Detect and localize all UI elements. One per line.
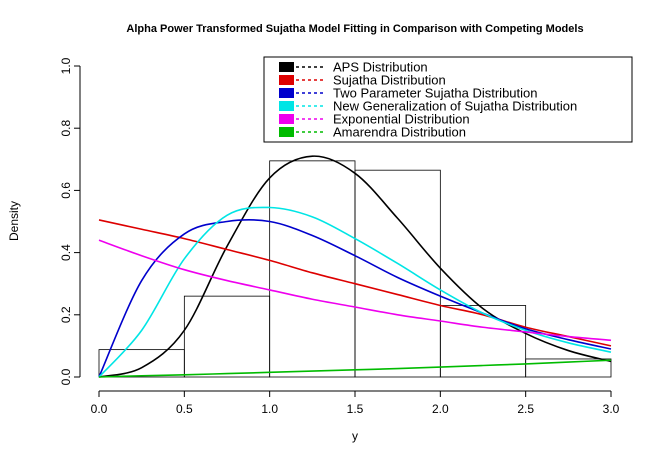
x-tick-label: 3.0 bbox=[603, 402, 620, 416]
chart-title: Alpha Power Transformed Sujatha Model Fi… bbox=[126, 23, 583, 35]
histogram-bar bbox=[439, 305, 527, 378]
legend-item: Amarendra Distribution bbox=[279, 125, 466, 140]
legend-label: Sujatha Distribution bbox=[333, 73, 446, 88]
legend-item: Sujatha Distribution bbox=[279, 73, 446, 88]
y-tick-label: 0.0 bbox=[59, 368, 73, 385]
x-tick-label: 1.0 bbox=[261, 402, 278, 416]
legend-label: Two Parameter Sujatha Distribution bbox=[333, 86, 537, 101]
legend-item: Two Parameter Sujatha Distribution bbox=[279, 86, 537, 101]
legend-item: New Generalization of Sujatha Distributi… bbox=[279, 99, 577, 114]
legend-label: Amarendra Distribution bbox=[333, 125, 466, 140]
series-line bbox=[98, 155, 612, 378]
y-tick-label: 0.2 bbox=[59, 306, 73, 323]
legend-swatch bbox=[279, 88, 294, 98]
density-curves bbox=[98, 155, 612, 378]
axes: 0.0 0.5 1.0 1.5 2.0 2.5 3.0 0.0 0.2 0.4 0.6 0.8 1.0 bbox=[59, 57, 620, 416]
x-tick-label: 2.5 bbox=[517, 402, 534, 416]
histogram-bar bbox=[525, 358, 612, 378]
y-tick-label: 0.6 bbox=[59, 182, 73, 199]
legend-swatch bbox=[279, 101, 294, 111]
series-line bbox=[98, 219, 612, 378]
y-tick-label: 0.8 bbox=[59, 120, 73, 137]
legend-swatch bbox=[279, 62, 294, 72]
legend-item: Exponential Distribution bbox=[279, 112, 470, 127]
legend-swatch bbox=[279, 114, 294, 124]
y-axis-label: Density bbox=[7, 201, 21, 241]
legend-label: Exponential Distribution bbox=[333, 112, 470, 127]
histogram-bar bbox=[354, 169, 441, 378]
x-tick-label: 0.5 bbox=[176, 402, 193, 416]
legend-label: New Generalization of Sujatha Distributi… bbox=[333, 99, 577, 114]
legend-item: APS Distribution bbox=[279, 60, 428, 75]
y-tick-label: 1.0 bbox=[59, 57, 73, 74]
x-axis-label: y bbox=[352, 429, 358, 443]
series-line bbox=[98, 219, 612, 347]
legend-swatch bbox=[279, 127, 294, 137]
histogram bbox=[98, 160, 612, 378]
series-line bbox=[98, 359, 612, 378]
x-tick-label: 1.5 bbox=[347, 402, 364, 416]
legend-label: APS Distribution bbox=[333, 60, 428, 75]
legend-box bbox=[263, 56, 633, 143]
x-tick-label: 0.0 bbox=[91, 402, 108, 416]
x-tick-label: 2.0 bbox=[432, 402, 449, 416]
series-line bbox=[98, 206, 612, 378]
legend-swatch bbox=[279, 75, 294, 85]
series-line bbox=[98, 239, 612, 342]
y-tick-label: 0.4 bbox=[59, 244, 73, 261]
histogram-bar bbox=[269, 160, 356, 378]
